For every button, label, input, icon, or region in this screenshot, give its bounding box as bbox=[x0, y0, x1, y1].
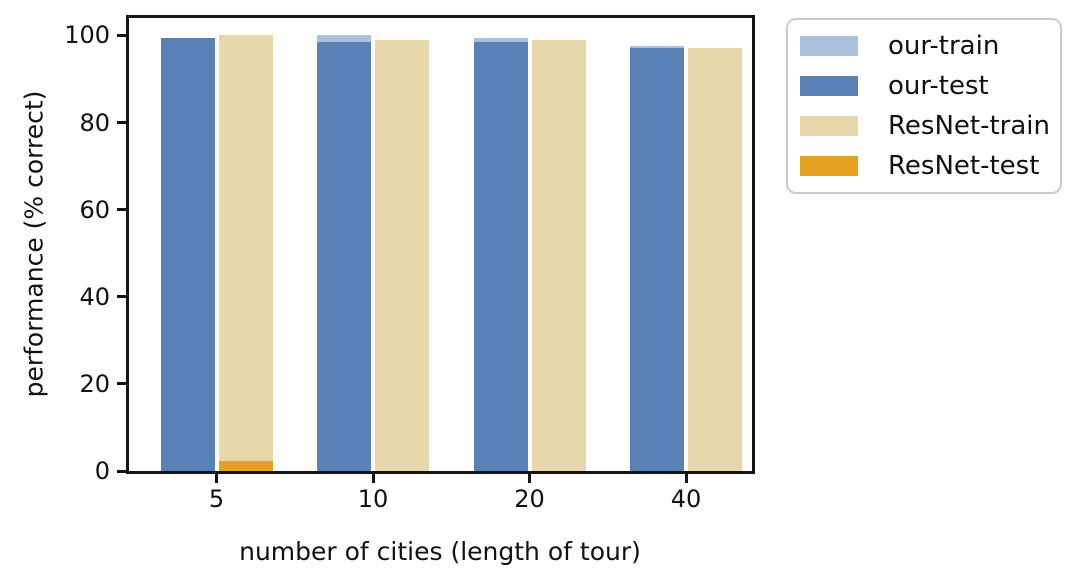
x-tick-label-5: 5 bbox=[208, 485, 225, 513]
legend-label-resnet-test: ResNet-test bbox=[888, 151, 1040, 181]
y-tick-label-0: 0 bbox=[94, 457, 110, 485]
y-tick-label-80: 80 bbox=[79, 108, 110, 137]
y-tick-mark-20 bbox=[117, 382, 126, 386]
x-tick-label-10: 10 bbox=[357, 485, 389, 513]
legend-label-our-test: our-test bbox=[888, 71, 989, 101]
y-tick-mark-40 bbox=[117, 295, 126, 299]
bar-our-test-20 bbox=[473, 42, 528, 471]
x-tick-label-40: 40 bbox=[670, 485, 702, 513]
plot-area bbox=[126, 15, 755, 474]
bar-ResNet-train-20 bbox=[531, 40, 586, 471]
y-tick-mark-60 bbox=[117, 208, 126, 212]
bar-ResNet-test-5 bbox=[218, 461, 273, 471]
legend-swatch-our-train bbox=[800, 36, 858, 56]
bar-ResNet-train-5 bbox=[218, 35, 273, 471]
y-tick-label-60: 60 bbox=[79, 195, 110, 224]
legend-entry-our-test: our-test bbox=[800, 68, 1048, 104]
legend-entry-resnet-train: ResNet-train bbox=[800, 108, 1050, 144]
legend-entry-resnet-test: ResNet-test bbox=[800, 148, 1048, 184]
x-tick-mark-20 bbox=[528, 474, 531, 483]
x-tick-mark-5 bbox=[215, 474, 218, 483]
legend-swatch-resnet-test bbox=[800, 156, 858, 176]
legend: our-train our-test ResNet-train ResNet-t… bbox=[786, 18, 1062, 194]
x-tick-label-20: 20 bbox=[514, 485, 545, 513]
legend-swatch-resnet-train bbox=[800, 116, 858, 136]
y-tick-mark-80 bbox=[117, 121, 126, 125]
bar-our-test-10 bbox=[317, 42, 371, 471]
x-axis-label: number of cities (length of tour) bbox=[239, 537, 641, 566]
legend-label-resnet-train: ResNet-train bbox=[888, 111, 1050, 141]
x-tick-mark-10 bbox=[371, 474, 375, 483]
legend-entry-our-train: our-train bbox=[800, 28, 1048, 64]
legend-swatch-our-test bbox=[800, 76, 858, 96]
y-tick-label-20: 20 bbox=[79, 369, 110, 398]
y-tick-label-100: 100 bbox=[64, 21, 110, 50]
bar-our-test-5 bbox=[160, 38, 215, 471]
y-tick-label-40: 40 bbox=[79, 282, 110, 311]
bar-ResNet-train-40 bbox=[688, 48, 742, 471]
bar-our-test-40 bbox=[630, 48, 684, 471]
y-tick-mark-100 bbox=[117, 33, 126, 37]
legend-label-our-train: our-train bbox=[888, 31, 1000, 61]
bar-ResNet-train-10 bbox=[375, 40, 429, 471]
x-tick-mark-40 bbox=[684, 474, 688, 483]
y-tick-mark-0 bbox=[117, 469, 126, 473]
